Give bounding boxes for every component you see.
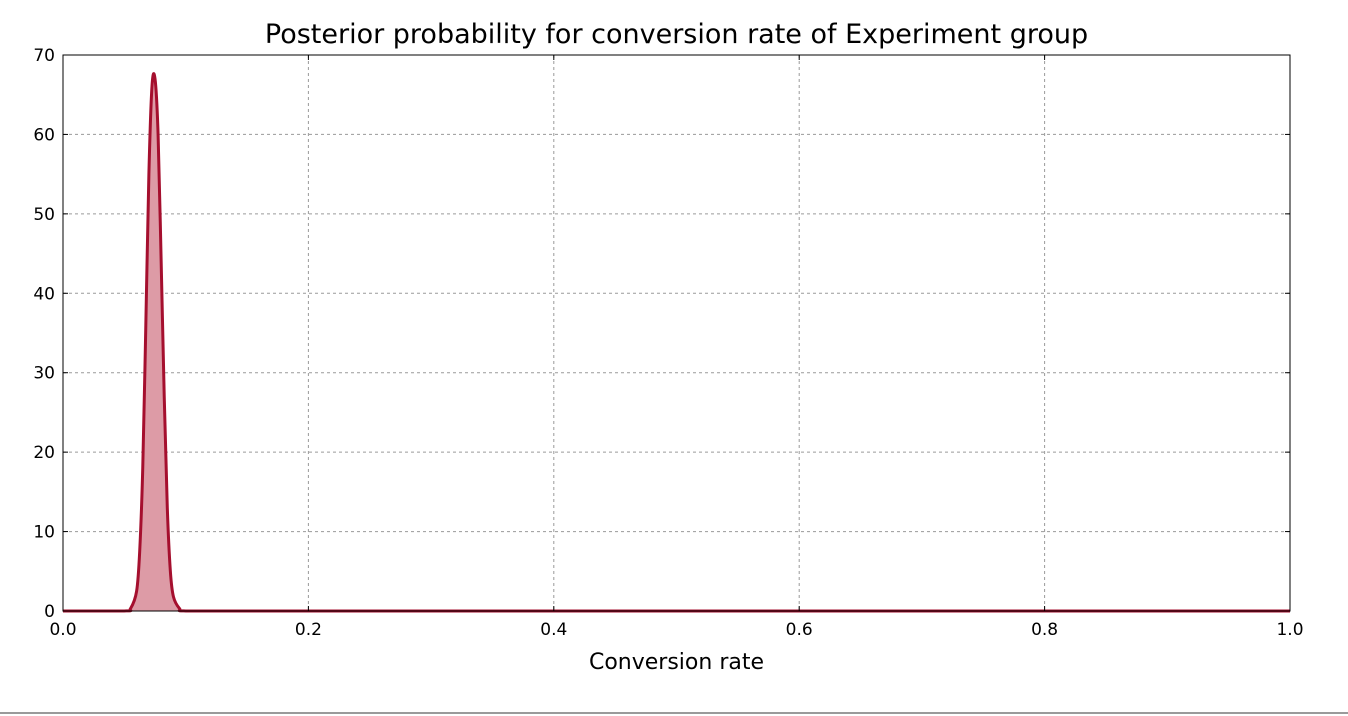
y-tick-label: 30 xyxy=(33,364,55,384)
y-tick-label: 60 xyxy=(33,125,55,145)
posterior-area-fill xyxy=(63,73,1290,612)
x-tick-label: 0.4 xyxy=(540,620,567,640)
chart-title: Posterior probability for conversion rat… xyxy=(265,19,1088,50)
posterior-curve-line xyxy=(63,72,1290,613)
y-tick-label: 50 xyxy=(33,205,55,225)
axis-ticks: 0.0 0.2 0.4 0.6 0.8 1.0 0 10 20 30 40 50 60 70 xyxy=(33,46,1303,640)
y-tick-label: 0 xyxy=(44,602,55,622)
y-tick-label: 70 xyxy=(33,46,55,66)
x-tick-label: 0.0 xyxy=(49,620,76,640)
x-tick-label: 0.8 xyxy=(1031,620,1058,640)
bottom-divider xyxy=(0,712,1348,714)
y-tick-label: 20 xyxy=(33,443,55,463)
x-tick-label: 1.0 xyxy=(1276,620,1303,640)
x-axis-label: Conversion rate xyxy=(589,650,764,675)
y-tick-label: 40 xyxy=(33,284,55,304)
y-tick-label: 10 xyxy=(33,523,55,543)
x-tick-label: 0.2 xyxy=(295,620,322,640)
data-series xyxy=(63,72,1290,613)
plot-frame xyxy=(62,54,1291,612)
x-tick-label: 0.6 xyxy=(786,620,813,640)
grid-lines xyxy=(63,55,1290,611)
